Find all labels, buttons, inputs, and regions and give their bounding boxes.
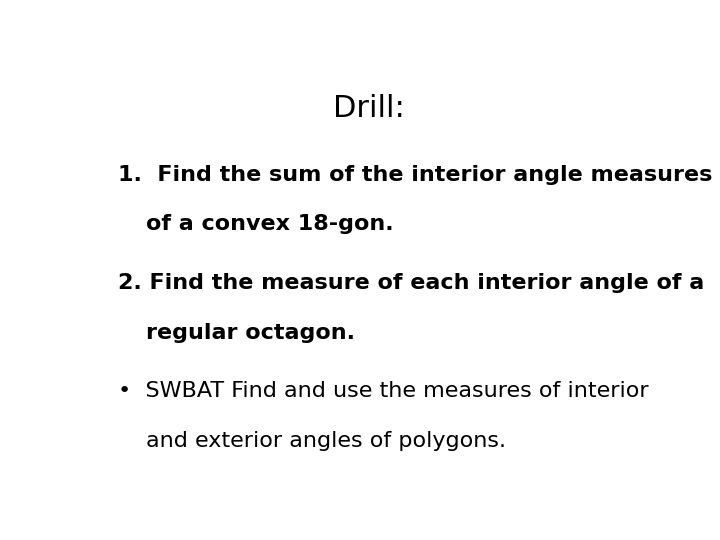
Text: of a convex 18-gon.: of a convex 18-gon. bbox=[145, 214, 393, 234]
Text: 1.  Find the sum of the interior angle measures: 1. Find the sum of the interior angle me… bbox=[118, 165, 712, 185]
Text: •  SWBAT Find and use the measures of interior: • SWBAT Find and use the measures of int… bbox=[118, 381, 649, 401]
Text: Drill:: Drill: bbox=[333, 94, 405, 123]
Text: and exterior angles of polygons.: and exterior angles of polygons. bbox=[145, 431, 505, 451]
Text: 2. Find the measure of each interior angle of a: 2. Find the measure of each interior ang… bbox=[118, 273, 704, 293]
Text: regular octagon.: regular octagon. bbox=[145, 322, 355, 342]
